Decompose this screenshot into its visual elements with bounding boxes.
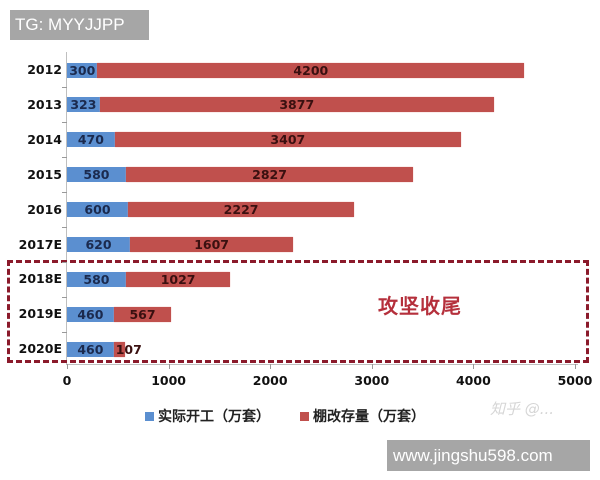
y-tick [62, 261, 67, 263]
category-label: 2012 [27, 62, 62, 77]
bar-stock: 567 [113, 306, 172, 322]
category-label: 2018E [18, 271, 62, 287]
bar-value-label: 4200 [293, 62, 329, 78]
bar-value-label: 600 [84, 202, 111, 218]
category-label: 2020E [18, 341, 62, 357]
bar-value-label: 1607 [194, 237, 230, 252]
x-tick [67, 364, 68, 369]
bar-value-label: 460 [77, 341, 104, 357]
bar-value-label: 3407 [270, 132, 306, 148]
bar-value-label: 2827 [252, 167, 287, 183]
y-tick [62, 157, 67, 159]
legend-item-actual: 实际开工（万套） [145, 406, 270, 426]
stacked-bar-chart: 攻坚收尾 2012 300 4200 2013 323 3877 2014 470 3407 20… [7, 52, 593, 388]
bar-value-label: 567 [129, 306, 156, 322]
y-tick [62, 87, 67, 89]
highlight-dashed-box [7, 260, 589, 363]
category-label: 2016 [27, 201, 62, 217]
legend-label-actual: 实际开工（万套） [158, 409, 270, 425]
x-tick-label: 1000 [151, 373, 186, 388]
y-tick [62, 296, 67, 298]
bar-stock: 1027 [125, 271, 231, 287]
y-tick [62, 122, 67, 124]
bar-actual-start: 470 [67, 132, 115, 148]
bar-actual-start: 460 [67, 306, 114, 322]
x-tick [371, 364, 373, 369]
bar-stock: 2827 [125, 167, 414, 183]
bar-actual-start: 460 [67, 341, 114, 357]
bar-actual-start: 580 [67, 271, 126, 287]
legend-label-stock: 棚改存量（万套） [313, 409, 425, 425]
x-tick [168, 364, 170, 369]
bar-value-label: 107 [115, 341, 142, 357]
bar-actual-start: 580 [67, 167, 126, 183]
bar-value-label: 300 [69, 62, 96, 78]
category-label: 2015 [27, 166, 62, 182]
x-tick-label: 5000 [557, 373, 593, 388]
bar-stock: 3877 [99, 97, 494, 113]
x-tick [575, 364, 576, 369]
x-tick-label: 4000 [455, 373, 491, 388]
site-watermark: www.jingshu598.com [387, 440, 590, 471]
bar-value-label: 620 [85, 237, 112, 252]
x-tick-label: 2000 [252, 373, 288, 388]
bar-stock: 4200 [97, 62, 525, 78]
legend-item-stock: 棚改存量（万套） [300, 406, 425, 426]
bar-actual-start: 300 [67, 62, 98, 78]
bar-value-label: 2227 [223, 202, 259, 218]
y-tick [62, 192, 67, 194]
bar-value-label: 470 [77, 132, 104, 148]
bar-value-label: 1027 [160, 271, 196, 287]
callout-label: 攻坚收尾 [378, 294, 462, 318]
y-tick [62, 331, 67, 333]
bar-actual-start: 620 [67, 237, 130, 252]
x-axis-line [66, 364, 578, 365]
bar-value-label: 580 [83, 271, 110, 287]
bar-stock: 3407 [114, 132, 461, 148]
zhihu-watermark: 知乎 @... [490, 400, 555, 418]
category-label: 2014 [27, 131, 62, 147]
chart-legend: 实际开工（万套） 棚改存量（万套） [145, 406, 455, 426]
bar-stock: 1607 [129, 237, 294, 252]
x-tick-label: 0 [62, 373, 72, 388]
y-tick [62, 227, 67, 229]
bar-value-label: 3877 [279, 97, 315, 113]
y-axis-line [66, 52, 67, 365]
bar-stock: 107 [113, 341, 142, 357]
bar-actual-start: 323 [67, 97, 100, 113]
bar-value-label: 323 [70, 97, 97, 113]
x-tick-label: 3000 [354, 373, 390, 388]
bar-value-label: 580 [83, 167, 110, 183]
x-tick [270, 364, 272, 369]
tg-watermark: TG: MYYJJPP [10, 10, 149, 40]
bar-stock: 2227 [127, 202, 355, 218]
legend-swatch-blue-icon [145, 411, 154, 421]
category-label: 2013 [27, 96, 62, 112]
category-label: 2019E [18, 306, 62, 322]
x-tick [473, 364, 475, 369]
category-label: 2017E [18, 236, 62, 252]
legend-swatch-red-icon [300, 411, 309, 421]
bar-actual-start: 600 [67, 202, 128, 218]
bar-value-label: 460 [77, 306, 104, 322]
